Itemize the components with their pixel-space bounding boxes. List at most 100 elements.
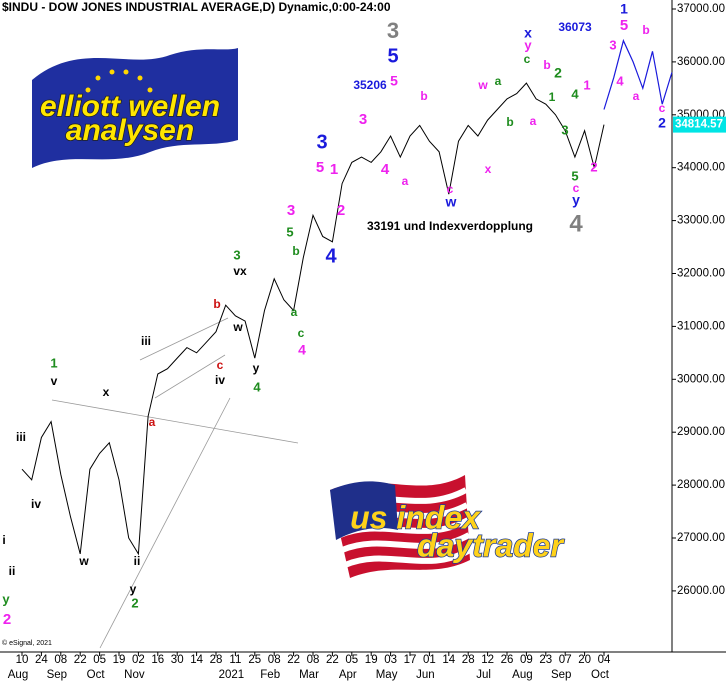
x-tick-label: 08 — [268, 654, 281, 666]
x-tick-label: 14 — [442, 654, 455, 666]
wave-label: a — [291, 305, 298, 319]
month-label: Nov — [124, 669, 145, 681]
wave-label: 5 — [571, 168, 578, 183]
wave-label: iv — [31, 497, 41, 511]
x-tick-label: 22 — [287, 654, 300, 666]
wave-label: w — [78, 554, 89, 568]
x-tick-label: 10 — [16, 654, 29, 666]
stars — [85, 69, 153, 93]
wave-label: vx — [233, 264, 247, 278]
x-tick-label: 19 — [365, 654, 378, 666]
y-tick-label: 32000.00 — [677, 268, 725, 280]
wave-label: c — [447, 182, 454, 196]
wave-label: c — [217, 358, 224, 372]
y-tick-label: 29000.00 — [677, 426, 725, 438]
wave-label: b — [543, 58, 550, 72]
wave-label: 2 — [590, 159, 597, 174]
last-price-box — [673, 116, 726, 133]
wave-label: y — [524, 37, 532, 52]
wave-label: a — [495, 74, 502, 88]
x-tick-label: 12 — [481, 654, 494, 666]
x-tick-label: 09 — [520, 654, 533, 666]
wave-label: 5 — [316, 159, 324, 176]
source: © eSignal, 2021 — [2, 639, 52, 647]
wave-label: i — [2, 533, 5, 547]
wave-label: y — [130, 582, 137, 596]
wave-label: iii — [16, 430, 26, 444]
logo-eu — [32, 48, 238, 168]
wave-label: 3 — [316, 131, 327, 153]
x-tick-label: 11 — [229, 654, 241, 666]
wave-label: b — [506, 115, 513, 129]
wave-label: 2 — [3, 611, 11, 628]
month-label: Mar — [299, 669, 319, 681]
wave-label: 5 — [387, 45, 398, 67]
y-tick-label: 30000.00 — [677, 373, 725, 385]
wave-label: 33191 und Indexverdopplung — [367, 219, 533, 233]
wave-label: ii — [9, 564, 16, 578]
wave-label: 35206 — [353, 78, 387, 92]
wave-label: c — [524, 52, 531, 66]
wave-label: 3 — [387, 18, 399, 43]
wave-label: 4 — [616, 73, 624, 88]
wave-label: a — [149, 415, 156, 429]
wave-label: 36073 — [558, 20, 592, 34]
wave-label: b — [420, 89, 427, 103]
stripes — [333, 487, 472, 568]
month-label: Jul — [476, 669, 491, 681]
x-tick-label: 20 — [578, 654, 591, 666]
wave-label: 5 — [286, 224, 293, 239]
wave-label: iii — [141, 334, 151, 348]
x-tick-label: 23 — [539, 654, 552, 666]
wave-label: 3 — [561, 122, 568, 137]
x-tick-label: 14 — [190, 654, 203, 666]
x-tick-label: 04 — [598, 654, 611, 666]
month-label: Apr — [339, 669, 357, 681]
wave-label: 3 — [233, 247, 240, 262]
wave-label: iv — [215, 373, 225, 387]
wave-label: 2 — [131, 595, 138, 610]
x-tick-label: 01 — [423, 654, 436, 666]
month-label: Aug — [8, 669, 28, 681]
price-line — [21, 82, 605, 556]
y-tick-label: 34000.00 — [677, 162, 725, 174]
x-tick-label: 19 — [113, 654, 126, 666]
y-tick-label: 28000.00 — [677, 479, 725, 491]
wave-label: 1 — [549, 90, 556, 104]
wave-label: a — [633, 89, 640, 103]
wave-label: 4 — [298, 342, 306, 358]
wave-label: 1 — [50, 355, 57, 370]
y-tick-label: 31000.00 — [677, 320, 725, 332]
wave-label: 5 — [390, 73, 398, 89]
wave-label: w — [477, 78, 488, 92]
price-line — [603, 38, 673, 110]
wave-label: c — [298, 326, 305, 340]
y-tick-label: 37000.00 — [677, 3, 725, 15]
wave-label: b — [292, 244, 299, 258]
month-label: Aug — [512, 669, 532, 681]
month-label: Jun — [416, 669, 435, 681]
canton — [330, 481, 398, 540]
x-tick-label: 17 — [404, 654, 417, 666]
x-tick-label: 03 — [384, 654, 397, 666]
wave-label: b — [213, 297, 220, 311]
wave-label: 3 — [359, 111, 367, 128]
x-tick-label: 24 — [35, 654, 48, 666]
x-tick-label: 08 — [307, 654, 320, 666]
month-label: Sep — [47, 669, 67, 681]
wave-label: 3 — [609, 37, 616, 52]
wave-label: 2 — [554, 65, 562, 81]
month-label: May — [376, 669, 398, 681]
chart-title: $INDU - DOW JONES INDUSTRIAL AVERAGE,D) … — [2, 0, 391, 14]
x-tick-label: 16 — [151, 654, 164, 666]
wave-label: c — [573, 181, 580, 195]
logo-text: us index — [350, 499, 481, 535]
x-tick-label: 08 — [54, 654, 67, 666]
month-label: Feb — [260, 669, 280, 681]
wave-label: 1 — [330, 161, 338, 178]
wave-label: 4 — [381, 161, 390, 178]
x-tick-label: 05 — [93, 654, 106, 666]
wave-label: v — [51, 374, 58, 388]
wave-label: 3 — [287, 202, 295, 219]
